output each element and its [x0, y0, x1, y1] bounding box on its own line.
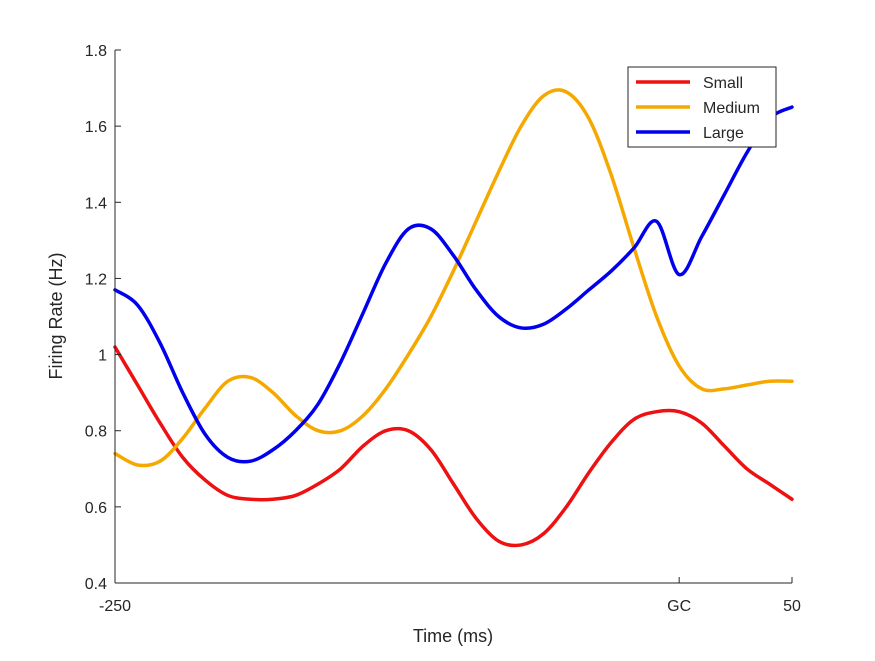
legend-label-medium: Medium: [703, 100, 760, 117]
legend-label-large: Large: [703, 125, 744, 142]
legend-label-small: Small: [703, 75, 743, 92]
y-tick-label: 1.6: [85, 119, 107, 136]
x-tick-label: -250: [99, 598, 131, 615]
legend: Small Medium Large: [627, 66, 777, 148]
x-axis-label: Time (ms): [413, 626, 493, 646]
y-tick-label: 0.6: [85, 500, 107, 517]
x-tick-label: 50: [783, 598, 801, 615]
y-tick-label: 1: [98, 348, 107, 365]
series-line-large: [113, 105, 794, 464]
x-tick-label: GC: [667, 598, 691, 615]
series-line-small: [113, 345, 794, 548]
y-axis-label: Firing Rate (Hz): [46, 252, 66, 379]
y-tick-label: 0.4: [85, 576, 107, 593]
y-tick-label: 0.8: [85, 424, 107, 441]
y-tick-label: 1.2: [85, 271, 107, 288]
y-tick-label: 1.4: [85, 195, 107, 212]
series-line-medium: [113, 88, 794, 468]
y-tick-label: 1.8: [85, 43, 107, 60]
series-layer: [113, 88, 794, 548]
axes-layer: 0.4 0.6 0.8 1 1.2 1.4 1.6 1.8 -250 GC 50: [85, 43, 801, 615]
